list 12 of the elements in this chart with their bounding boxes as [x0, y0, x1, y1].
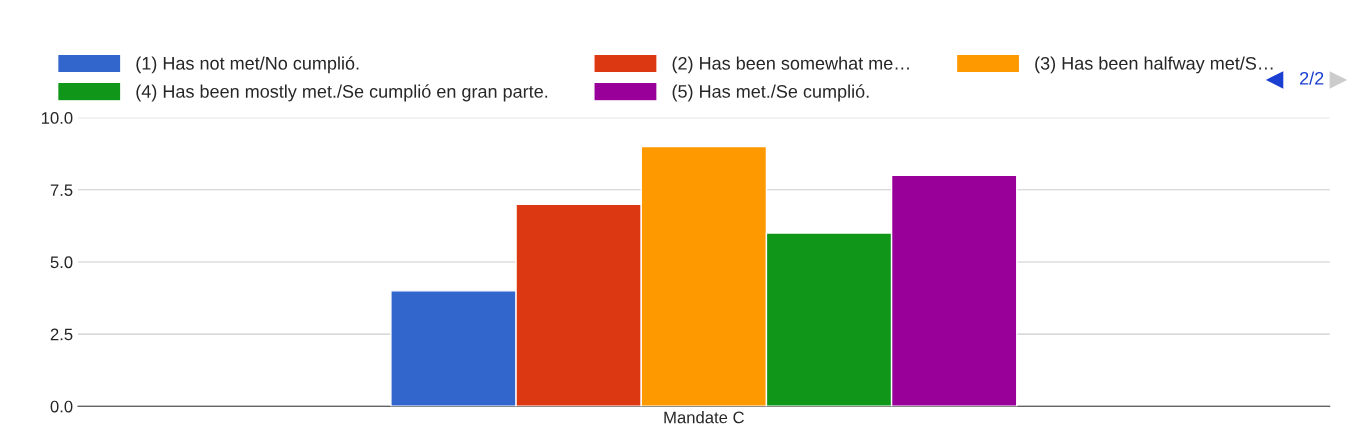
y-tick-label: 7.5	[50, 184, 73, 197]
legend-label: (4) Has been mostly met./Se cumplió en gran parte.	[136, 84, 548, 102]
y-tick-label: 0.0	[50, 400, 73, 413]
legend-label: (3) Has been halfway met/S…	[1035, 56, 1273, 74]
y-tick-label: 2.5	[50, 328, 73, 341]
text: 2/2	[1300, 71, 1324, 85]
y-tick-label: 5.0	[50, 256, 73, 269]
legend-label: (2) Has been somewhat me…	[672, 56, 909, 74]
y-tick-label: 10.0	[41, 112, 73, 124]
x-tick-label: Mandate C	[664, 411, 744, 424]
legend-label: (5) Has met./Se cumplió.	[672, 84, 869, 102]
legend-label: (1) Has not met/No cumplió.	[136, 56, 359, 74]
